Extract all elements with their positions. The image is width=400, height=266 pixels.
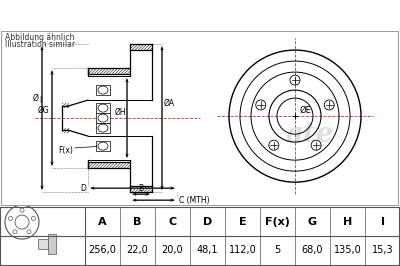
Text: B: B <box>138 184 144 193</box>
Text: Illustration similar: Illustration similar <box>5 40 75 49</box>
Text: ØG: ØG <box>38 106 50 115</box>
Text: 20,0: 20,0 <box>162 245 183 255</box>
Bar <box>96 85 110 95</box>
Text: 24.0122-0221.1: 24.0122-0221.1 <box>105 7 235 23</box>
Bar <box>38 239 48 249</box>
Text: A: A <box>98 217 107 227</box>
Text: Abbildung ähnlich: Abbildung ähnlich <box>5 33 74 42</box>
Text: C (MTH): C (MTH) <box>179 196 210 205</box>
Text: F(x): F(x) <box>265 217 290 227</box>
Text: ate: ate <box>286 120 334 148</box>
Text: 135,0: 135,0 <box>334 245 361 255</box>
Text: 15,3: 15,3 <box>372 245 393 255</box>
Text: E: E <box>239 217 246 227</box>
Text: D: D <box>203 217 212 227</box>
Text: Ø: Ø <box>33 94 39 103</box>
Text: G: G <box>308 217 317 227</box>
Text: 68,0: 68,0 <box>302 245 323 255</box>
Bar <box>96 113 110 123</box>
Bar <box>96 123 110 133</box>
Text: ØA: ØA <box>164 99 175 107</box>
Text: B: B <box>133 217 142 227</box>
Text: 5: 5 <box>274 245 281 255</box>
Text: 112,0: 112,0 <box>229 245 256 255</box>
Text: I: I <box>39 95 41 105</box>
Text: ØH: ØH <box>114 108 126 117</box>
Text: C: C <box>168 217 176 227</box>
Text: I: I <box>380 217 384 227</box>
Text: H: H <box>343 217 352 227</box>
Text: 22,0: 22,0 <box>127 245 148 255</box>
Bar <box>96 141 110 151</box>
Text: 48,1: 48,1 <box>197 245 218 255</box>
Text: D: D <box>80 184 86 193</box>
Text: 422221: 422221 <box>280 7 340 23</box>
Bar <box>96 103 110 113</box>
Text: ØE: ØE <box>300 106 312 115</box>
Text: 256,0: 256,0 <box>88 245 116 255</box>
Bar <box>48 234 56 254</box>
Text: F(x): F(x) <box>58 146 73 155</box>
